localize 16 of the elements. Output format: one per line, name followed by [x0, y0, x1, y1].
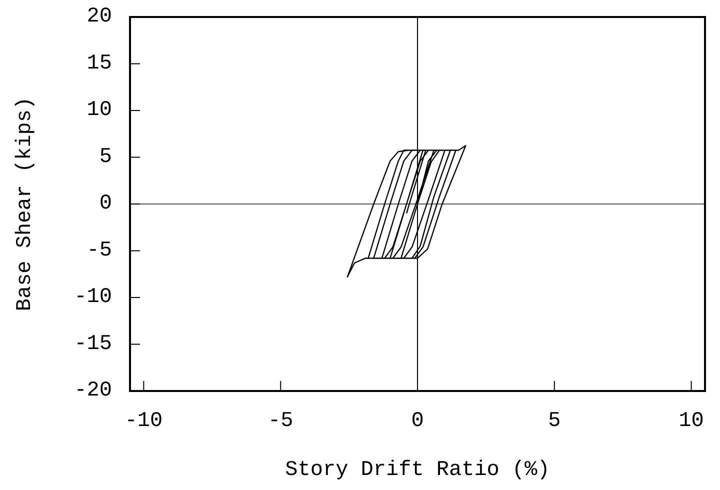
y-tick-label: -15 [74, 332, 112, 356]
y-tick-label: -20 [74, 380, 112, 402]
x-axis-title: Story Drift Ratio (%) [285, 459, 550, 482]
y-tick-label: 5 [99, 146, 112, 169]
y-tick-label: 15 [86, 52, 112, 76]
x-tick-label: 0 [411, 410, 424, 433]
y-tick-label: -10 [74, 286, 112, 309]
y-tick-label: 10 [86, 99, 112, 122]
y-tick-label: -5 [86, 239, 112, 262]
y-tick-label: 0 [99, 192, 112, 216]
x-tick-label: 10 [678, 410, 704, 433]
y-tick-label: 20 [86, 6, 112, 28]
x-tick-label: -5 [268, 410, 294, 433]
y-axis-title: Base Shear (kips) [14, 96, 37, 312]
x-tick-label: -10 [124, 410, 163, 433]
x-tick-label: 5 [548, 410, 561, 433]
